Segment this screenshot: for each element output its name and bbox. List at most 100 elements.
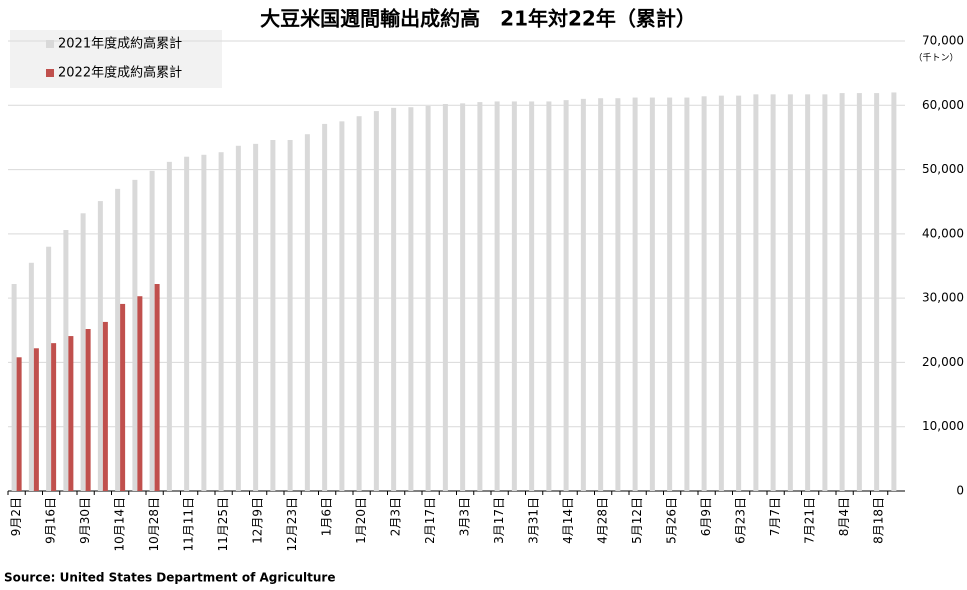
bar: [184, 156, 190, 491]
x-tick-label: 2月3日: [389, 497, 403, 536]
bar: [373, 111, 379, 492]
bar: [63, 230, 69, 491]
x-tick-label: 7月7日: [768, 497, 782, 536]
x-tick-label: 11月11日: [182, 497, 196, 552]
x-tick-label: 8月4日: [837, 497, 851, 536]
x-tick-label: 12月9日: [251, 497, 265, 544]
bar: [701, 96, 707, 492]
bar: [477, 102, 483, 492]
bar: [442, 104, 448, 491]
bar: [80, 213, 86, 492]
bar: [339, 121, 345, 491]
legend-swatch: [46, 69, 54, 77]
legend-box: [10, 30, 222, 88]
x-tick-label: 9月16日: [44, 497, 58, 544]
bar: [718, 95, 724, 492]
bar: [270, 140, 276, 491]
bar: [598, 98, 604, 491]
bar: [736, 95, 742, 492]
bar: [839, 93, 845, 492]
bar: [33, 348, 39, 491]
bar: [805, 94, 811, 491]
bar: [51, 343, 57, 491]
bar: [120, 303, 126, 491]
x-tick-label: 3月17日: [492, 497, 506, 544]
bar: [563, 100, 569, 492]
bar: [149, 170, 155, 491]
x-tick-label: 10月14日: [113, 497, 127, 552]
bar: [615, 98, 621, 491]
bar: [753, 94, 759, 491]
y-tick-label: 30,000: [922, 291, 964, 305]
x-tick-label: 8月18日: [872, 497, 886, 544]
bar: [132, 179, 138, 491]
bar: [235, 145, 241, 492]
x-tick-label: 5月12日: [630, 497, 644, 544]
bar: [649, 97, 655, 492]
bar: [253, 143, 259, 491]
bar: [770, 94, 776, 491]
bar: [874, 93, 880, 492]
bar: [822, 94, 828, 491]
bar: [891, 92, 897, 491]
y-tick-label: 40,000: [922, 226, 964, 240]
x-tick-label: 12月23日: [285, 497, 299, 552]
bar: [16, 357, 22, 491]
bar: [322, 123, 328, 491]
x-tick-label: 4月14日: [561, 497, 575, 544]
x-tick-label: 5月26日: [665, 497, 679, 544]
bar: [460, 103, 466, 491]
y-tick-label: 70,000: [922, 34, 964, 48]
bar: [511, 101, 517, 491]
bar: [304, 134, 310, 491]
bar: [166, 161, 172, 491]
x-tick-label: 4月28日: [596, 497, 610, 544]
x-tick-label: 10月28日: [147, 497, 161, 552]
x-tick-label: 2月17日: [423, 497, 437, 544]
x-tick-label: 7月21日: [803, 497, 817, 544]
y-tick-label: 60,000: [922, 98, 964, 112]
bar: [137, 296, 143, 491]
x-tick-label: 6月9日: [699, 497, 713, 536]
x-tick-label: 3月3日: [458, 497, 472, 536]
bar: [408, 107, 414, 491]
bar: [667, 97, 673, 492]
bar: [68, 336, 74, 491]
bar: [391, 107, 397, 491]
y-tick-label: 0: [956, 484, 964, 498]
bar: [115, 188, 121, 491]
bar: [28, 262, 34, 491]
bar: [632, 97, 638, 492]
legend-label: 2021年度成約高累計: [58, 36, 182, 52]
x-tick-label: 6月23日: [734, 497, 748, 544]
bar: [102, 321, 108, 491]
bar: [46, 246, 52, 491]
bar: [218, 152, 224, 491]
x-tick-label: 9月2日: [9, 497, 23, 536]
y-axis-unit: （千トン）: [913, 53, 958, 64]
bar: [529, 101, 535, 491]
legend-swatch: [46, 40, 54, 48]
bar: [425, 105, 431, 491]
y-tick-label: 20,000: [922, 355, 964, 369]
x-tick-label: 1月20日: [354, 497, 368, 544]
x-tick-label: 9月30日: [78, 497, 92, 544]
x-tick-label: 1月6日: [320, 497, 334, 536]
bar: [97, 201, 103, 492]
bar: [287, 140, 293, 491]
bar: [856, 93, 862, 492]
bar: [201, 154, 207, 492]
source: Source: United States Department of Agri…: [4, 571, 336, 585]
y-tick-label: 50,000: [922, 162, 964, 176]
bar: [787, 94, 793, 491]
bar: [154, 284, 160, 491]
bar: [85, 329, 91, 491]
bar: [494, 101, 500, 491]
y-tick-label: 10,000: [922, 419, 964, 433]
chart-title: 大豆米国週間輸出成約高 21年対22年（累計）: [260, 7, 696, 31]
x-tick-label: 3月31日: [527, 497, 541, 544]
bar: [580, 98, 586, 491]
bar: [684, 97, 690, 492]
bar: [356, 116, 362, 491]
